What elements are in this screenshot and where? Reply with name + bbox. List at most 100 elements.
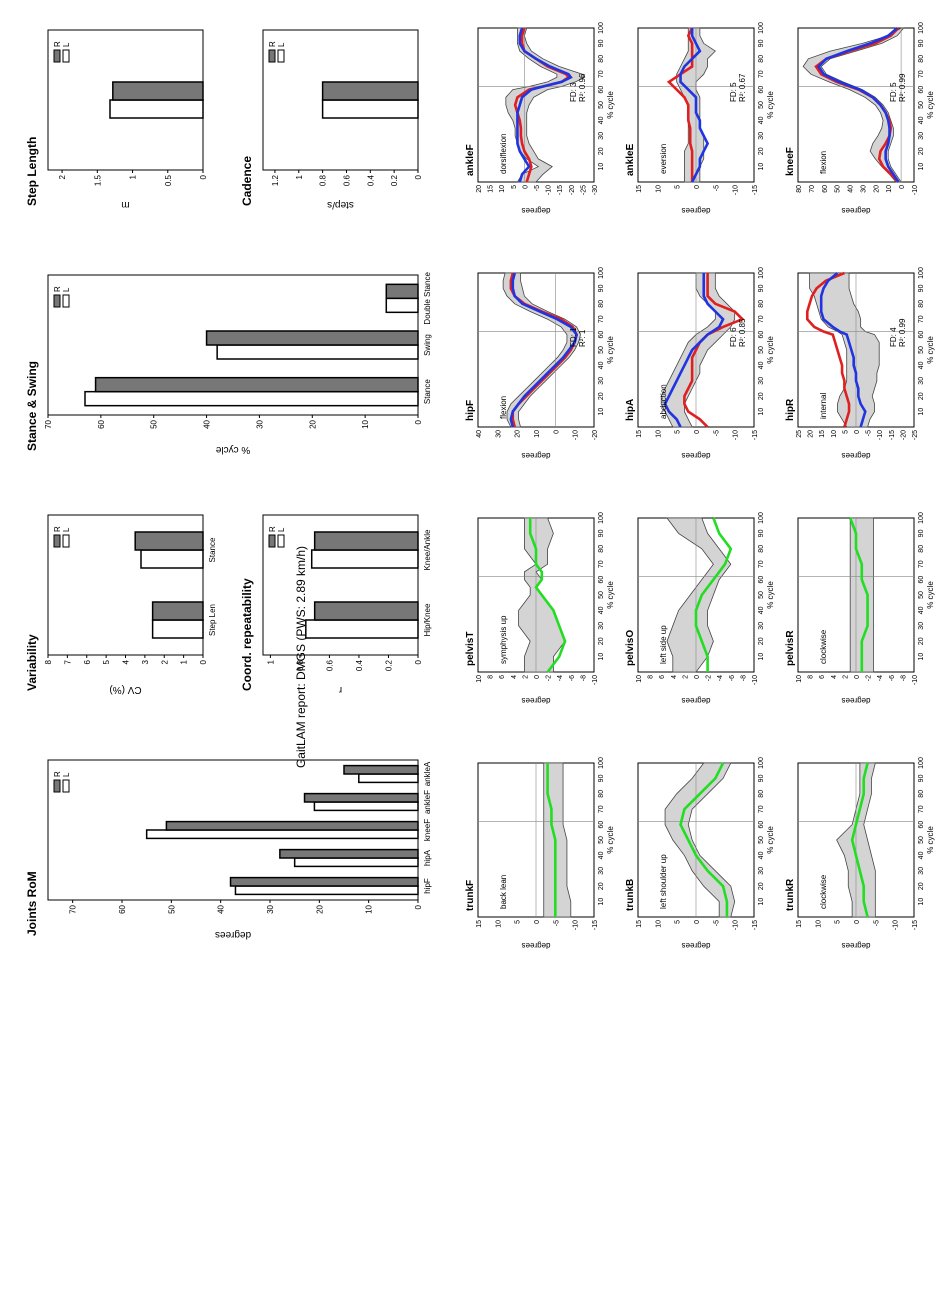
- bar-chart-joints-rom: Joints RoM 0 10 20 30 40 50 60 70 degrees hipF hipA…: [25, 759, 432, 940]
- y-tick-label: -15: [912, 920, 919, 930]
- y-tick-label: 25: [796, 430, 803, 438]
- y-tick-label: 40: [848, 185, 855, 193]
- x-tick-label: 90: [918, 529, 925, 537]
- x-tick-label: 20: [598, 147, 605, 155]
- line-chart-trunkR: trunkR -15 -10 -5 0 5 10 15 10 20 30 40 50 60 70 80 90 10…: [785, 757, 935, 950]
- panel-title: trunkR: [785, 878, 796, 911]
- series-center: [850, 762, 869, 918]
- y-tick-label: 70: [69, 904, 78, 913]
- line-chart-trunkB: trunkB -15 -10 -5 0 5 10 15 10 20 30 40 50 60 70 80 90 10…: [625, 757, 775, 950]
- bar-L: [216, 344, 419, 360]
- x-tick-label: Step Len: [208, 604, 217, 636]
- y-tick-label: 7: [63, 659, 72, 664]
- y-tick-label: 1: [180, 659, 189, 664]
- bar-R: [313, 531, 419, 551]
- y-tick-label: 2: [842, 675, 849, 679]
- series-center: [848, 517, 869, 672]
- x-tick-label: 70: [598, 70, 605, 78]
- x-tick-label: 30: [918, 867, 925, 875]
- y-axis-label: m: [121, 199, 129, 210]
- y-tick-label: 30: [255, 419, 264, 428]
- fit-stat: R²: 0.67: [738, 73, 747, 102]
- y-tick-label: 0.6: [325, 659, 334, 671]
- y-tick-label: 15: [488, 185, 495, 193]
- y-tick-label: 60: [822, 185, 829, 193]
- x-tick-label: 90: [598, 774, 605, 782]
- x-tick-label: Hip/Knee: [423, 603, 432, 636]
- bar-chart-variability: Variability 0 1 2 3 4 5 6 7 8 CV (%) Step Len Stance…: [25, 514, 217, 695]
- panel-annotation: flexion: [819, 151, 828, 174]
- line-chart-ankleF: ankleF -30 -25 -20 -15 -10 -5 05 10 15 20 10 20 30 40 5…: [465, 22, 615, 215]
- line-chart-hipR: hipR -25 -20 -15 -10 -5 0 5 10 15 20 25 10 20 30 40 50 60…: [785, 267, 935, 460]
- y-tick-label: -10: [573, 920, 580, 930]
- y-tick-label: 10: [534, 430, 541, 438]
- y-tick-label: -10: [752, 675, 759, 685]
- panel-title: Stance & Swing: [25, 361, 39, 451]
- confidence-band: [505, 27, 586, 183]
- y-tick-label: 5: [842, 430, 849, 434]
- x-tick-label: 90: [758, 774, 765, 782]
- y-tick-label: 40: [217, 904, 226, 913]
- series-right: [683, 273, 745, 428]
- legend-swatch-r: [53, 49, 61, 63]
- x-tick-label: 30: [598, 132, 605, 140]
- x-axis-label: % cycle: [606, 581, 615, 609]
- x-tick-label: 40: [598, 361, 605, 369]
- x-tick-label: 80: [758, 55, 765, 63]
- fit-stat: R²: 0.96: [578, 73, 587, 102]
- y-tick-label: 0: [553, 430, 560, 434]
- y-tick-label: 40: [203, 419, 212, 428]
- y-tick-label: -8: [580, 675, 587, 681]
- x-tick-label: 100: [598, 267, 605, 279]
- legend-swatch-r: [53, 294, 61, 308]
- y-tick-label: -20: [569, 185, 576, 195]
- bar-L: [145, 829, 419, 840]
- x-tick-label: 40: [758, 116, 765, 124]
- bar-R: [151, 601, 204, 621]
- x-tick-label: 90: [918, 39, 925, 47]
- y-tick-label: -25: [912, 430, 919, 440]
- panel-title: ankleF: [465, 144, 476, 176]
- panel-title: Coord. repeatability: [240, 578, 254, 691]
- x-axis-label: % cycle: [926, 826, 935, 854]
- series-left: [819, 271, 867, 428]
- y-tick-label: 10: [499, 185, 506, 193]
- fit-stat: FD: 4: [889, 327, 898, 347]
- y-tick-label: 6: [83, 659, 92, 664]
- y-tick-label: 10: [365, 904, 374, 913]
- bar-L: [385, 297, 419, 314]
- y-tick-label: -15: [752, 185, 759, 195]
- panel-title: trunkB: [625, 879, 636, 911]
- x-tick-label: 100: [758, 22, 765, 34]
- panel-annotation: eversion: [659, 144, 668, 174]
- x-tick-label: 100: [598, 512, 605, 524]
- y-tick-label: 70: [809, 185, 816, 193]
- x-tick-label: 20: [758, 147, 765, 155]
- plot-frame: [262, 514, 419, 656]
- x-tick-label: kneeF: [423, 819, 432, 841]
- bar-R: [279, 848, 419, 859]
- panel-title: trunkF: [465, 880, 476, 911]
- y-tick-label: 5: [511, 185, 518, 189]
- y-tick-label: 10: [831, 430, 838, 438]
- y-tick-label: 1.2: [271, 174, 280, 186]
- bar-L: [293, 857, 419, 868]
- x-tick-label: 60: [918, 86, 925, 94]
- x-tick-label: 20: [758, 637, 765, 645]
- x-tick-label: 10: [758, 163, 765, 171]
- y-tick-label: -4: [877, 675, 884, 681]
- x-tick-label: 10: [598, 898, 605, 906]
- y-tick-label: 15: [636, 430, 643, 438]
- x-tick-label: 60: [758, 576, 765, 584]
- x-tick-label: 70: [918, 70, 925, 78]
- bar-chart-stance-swing: Stance & Swing 0 10 20 30 40 50 60 70 % cycle Stan…: [25, 272, 432, 455]
- y-tick-label: 8: [648, 675, 655, 679]
- series-left: [679, 28, 710, 183]
- x-tick-label: 100: [918, 267, 925, 279]
- x-tick-label: 40: [918, 606, 925, 614]
- x-axis-label: % cycle: [766, 826, 775, 854]
- x-tick-label: 60: [918, 331, 925, 339]
- y-tick-label: -10: [733, 430, 740, 440]
- y-tick-label: -5: [534, 185, 541, 191]
- series-right: [666, 27, 694, 182]
